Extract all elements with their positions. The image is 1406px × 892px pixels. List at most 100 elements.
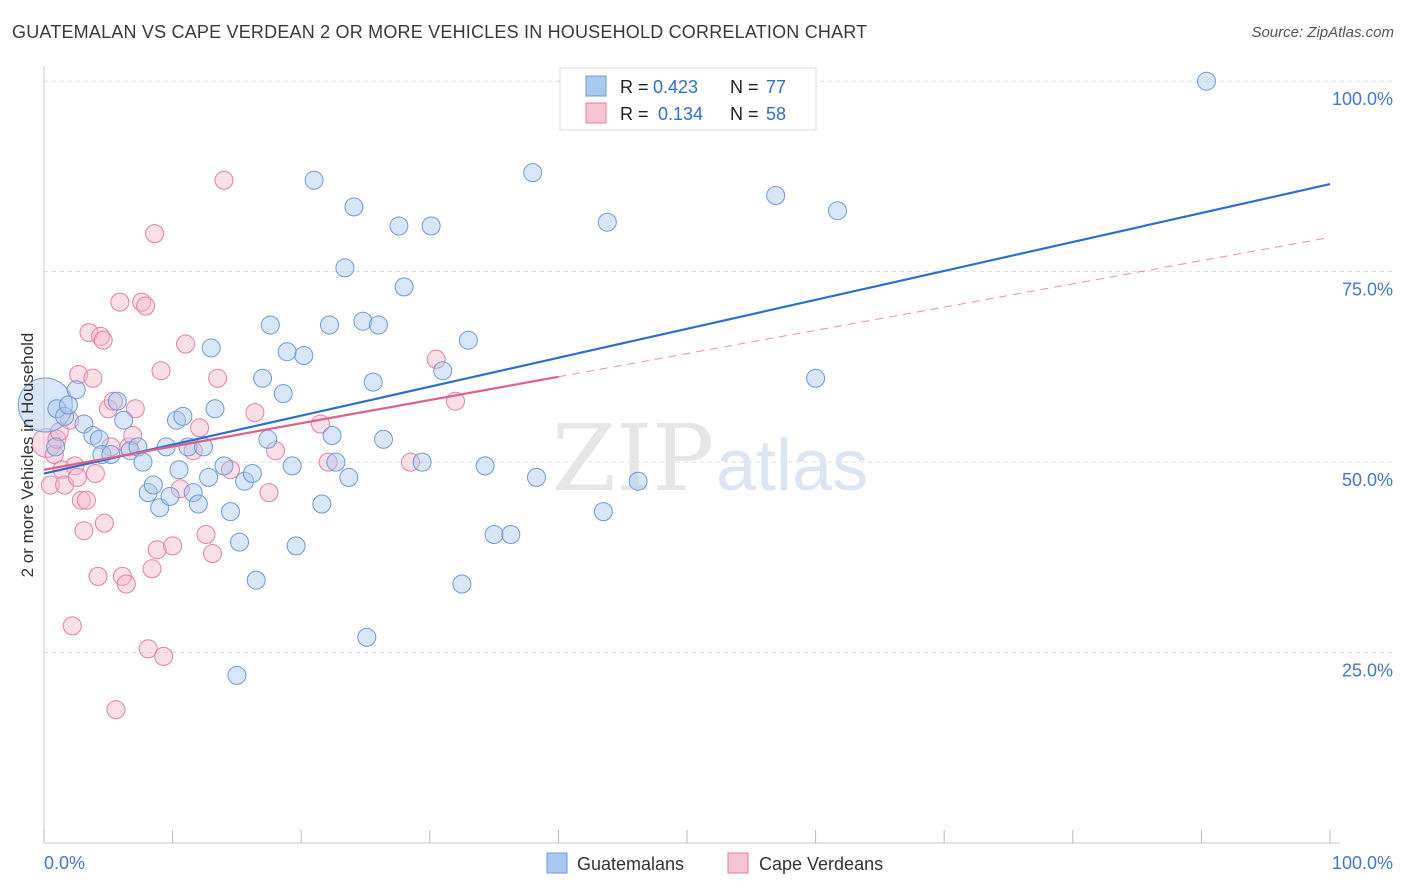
cape-verdean-point [94,513,114,533]
bottom-legend: Guatemalans Cape Verdeans [546,852,883,874]
guatemalan-point [766,186,786,205]
gridlines [44,80,1395,654]
guatemalan-point [421,216,441,236]
cape-verdean-point [259,483,279,503]
guatemalan-point [304,170,324,190]
guatemalan-point [214,456,234,476]
cape-verdean-point [214,170,234,190]
legend-n-value-pink: 58 [766,104,786,124]
cape-verdean-point [176,334,195,354]
guatemalan-point [107,391,127,411]
cape-verdean-point [93,330,113,350]
guatemalan-point [475,456,495,476]
guatemalan-point [326,452,346,472]
cape-verdean-point [31,428,62,459]
watermark-atlas: atlas [716,426,868,506]
guatemalan-point [183,483,203,503]
x-tick-label-min: 0.0% [44,853,85,873]
cape-verdean-point [62,616,82,636]
guatemalan-point [160,486,180,506]
legend-n-label-pink: N = [730,104,759,124]
cape-verdean-point [426,349,446,369]
watermark: ZIP atlas [552,405,868,512]
bottom-legend-label-cape-verdeans: Cape Verdeans [759,854,883,874]
cape-verdean-point [67,467,87,487]
guatemalan-point [458,330,478,350]
y-tick-label: 75.0% [1342,280,1393,300]
cape-verdean-point [47,429,67,449]
guatemalan-point [17,377,73,433]
cape-verdean-point [145,224,165,244]
guatemalan-point [55,406,75,426]
cape-verdean-point [196,525,216,544]
guatemalan-point [294,346,314,365]
guatemalan-point [230,532,249,552]
cape-verdean-point [40,475,60,495]
guatemalan-point [523,163,543,183]
series-cape-verdeans [31,170,465,720]
watermark-zip: ZIP [552,405,714,512]
cape-verdean-point [138,639,158,659]
cape-verdean-point [88,566,108,586]
y-tick-label: 50.0% [1342,470,1393,490]
guatemalan-point [527,467,546,487]
guatemalan-point [597,212,617,232]
legend-n-label-blue: N = [730,77,759,97]
guatemalan-point [452,574,472,594]
source-label: Source: ZipAtlas.com [1251,24,1394,41]
guatemalan-point [282,456,302,476]
cape-verdean-point [318,452,338,472]
cape-verdean-point [123,426,143,445]
guatemalan-point [167,410,186,430]
guatemalan-point [374,429,393,449]
guatemalan-point [357,627,377,647]
guatemalan-point [253,368,273,388]
guatemalan-point [246,570,266,590]
cape-verdean-point [154,646,174,666]
guatemalan-point [227,665,247,685]
bottom-legend-label-guatemalans: Guatemalans [577,854,684,874]
guatemalan-point [501,525,521,544]
guatemalan-point [143,475,163,495]
bottom-legend-swatch-guatemalans [546,852,568,874]
guatemalan-point [344,197,364,217]
cape-verdean-point [103,391,123,411]
legend-swatch-pink [585,102,607,124]
cape-verdean-point [83,368,103,388]
cape-verdean-point [44,445,64,464]
cape-verdean-point [106,700,126,720]
guatemalan-point [363,372,383,392]
guatemalan-point [628,471,648,491]
guatemalan-point [58,395,78,415]
guatemalan-point [133,452,153,472]
guatemalan-point [46,437,66,457]
cape-verdean-point [136,296,156,316]
guatemalan-point [258,429,278,449]
guatemalan-point [389,216,409,236]
regression-lines [43,183,1331,475]
guatemalan-point [1197,71,1216,91]
regression-line-cape-verdeans [43,375,559,471]
regression-line-guatemalans [43,183,1331,475]
axes [43,66,1340,844]
legend-r-label-blue: R = [620,77,649,97]
guatemalan-point [277,342,297,362]
guatemalan-point [114,410,134,430]
bottom-legend-swatch-cape-verdeans [727,852,749,874]
cape-verdean-point [85,464,105,483]
x-ticks [43,830,1331,843]
y-tick-label: 100.0% [1332,89,1393,109]
guatemalan-point [322,426,342,445]
legend-r-label-pink: R = [620,104,649,124]
cape-verdean-point [132,292,152,312]
cape-verdean-point [208,368,228,388]
guatemalan-point [199,467,219,487]
cape-verdean-point [163,536,183,556]
cape-verdean-point [71,490,91,510]
cape-verdean-point [203,544,222,563]
stats-legend: R = 0.423 N = 77 R = 0.134 N = 58 [559,67,817,131]
cape-verdean-point [170,479,190,499]
guatemalan-point [201,338,221,358]
guatemalan-point [320,315,339,335]
